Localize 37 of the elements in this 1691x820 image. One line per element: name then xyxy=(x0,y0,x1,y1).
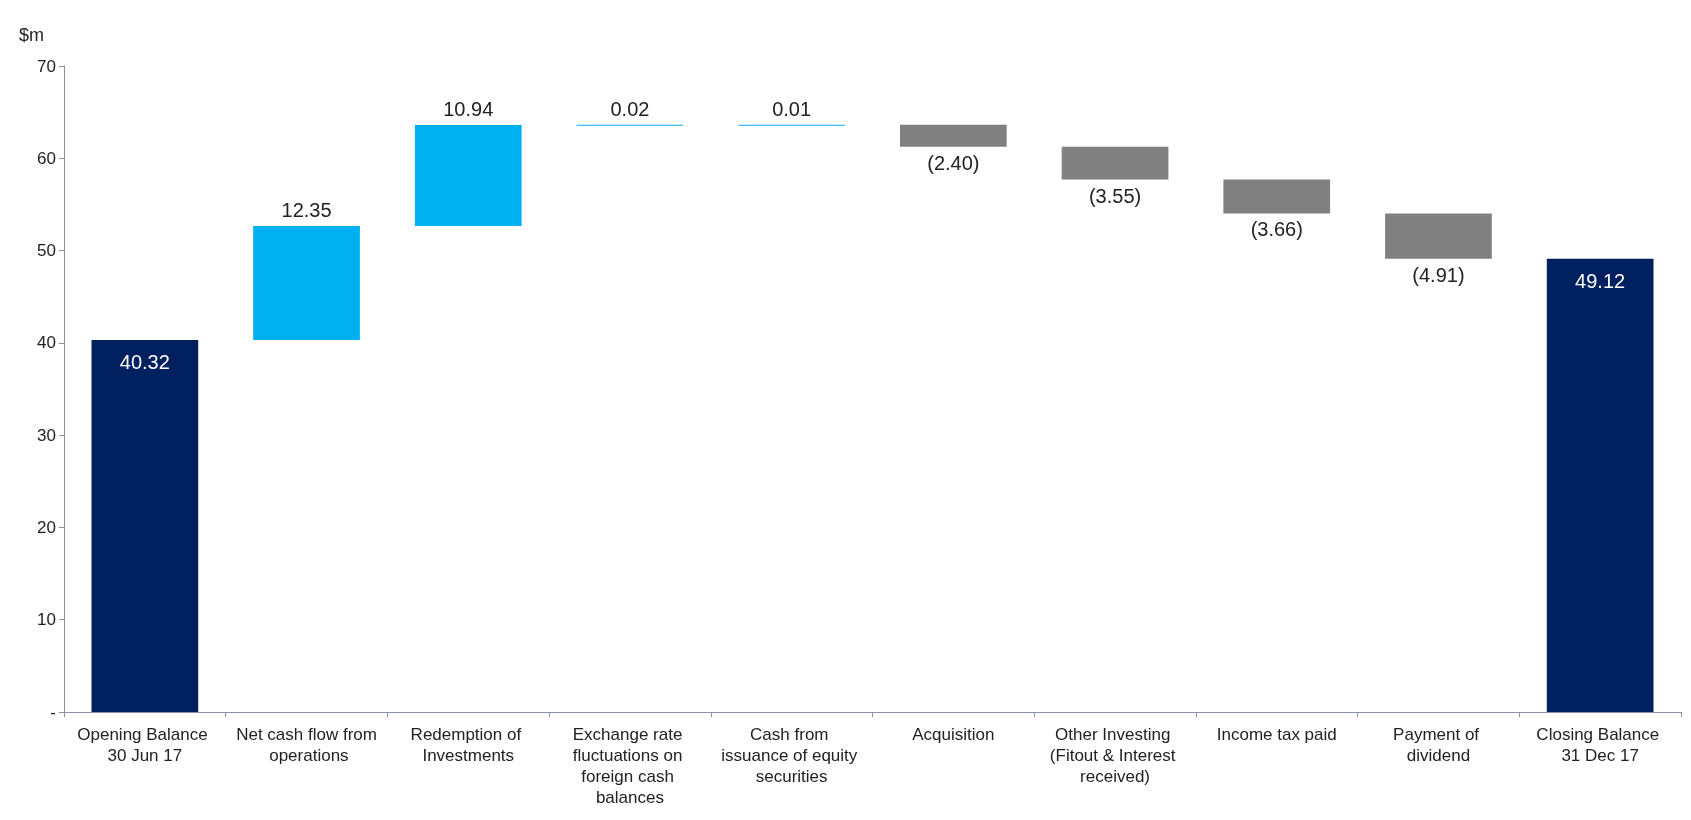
y-axis-title: $m xyxy=(18,25,44,45)
bar xyxy=(91,339,199,712)
data-label: (4.91) xyxy=(1412,263,1465,286)
y-tick-label: - xyxy=(50,702,56,722)
y-tick-label: 70 xyxy=(37,56,56,76)
x-tick-label: Other Investing (Fitout & Interest received) xyxy=(1049,725,1181,786)
data-label: 0.02 xyxy=(610,97,650,120)
y-tick-label: 10 xyxy=(37,610,56,630)
x-tick-label: Redemption of Investments xyxy=(410,725,526,765)
y-tick-label: 30 xyxy=(37,425,56,445)
x-tick-label: Opening Balance 30 Jun 17 xyxy=(77,725,213,765)
bar xyxy=(253,225,360,340)
data-label: 40.32 xyxy=(119,350,170,373)
y-tick-label: 20 xyxy=(37,517,56,537)
data-label: 0.01 xyxy=(772,97,812,120)
y-tick-label: 40 xyxy=(37,333,56,353)
data-label: 49.12 xyxy=(1575,269,1626,292)
x-tick-label: Closing Balance 31 Dec 17 xyxy=(1536,725,1664,765)
x-tick-label: Exchange rate fluctuations on foreign cash balances xyxy=(572,725,688,807)
data-label: (3.55) xyxy=(1088,184,1142,207)
y-tick-label: 50 xyxy=(37,241,56,261)
bar xyxy=(1061,146,1169,180)
data-label: 10.94 xyxy=(443,97,494,120)
x-tick-label: Cash from issuance of equity securities xyxy=(721,725,863,786)
data-label: 12.35 xyxy=(281,198,332,221)
x-tick-label: Net cash flow from operations xyxy=(236,725,377,765)
bar xyxy=(414,124,522,226)
data-label: (2.40) xyxy=(927,151,980,174)
bar xyxy=(1546,258,1654,712)
bar xyxy=(1223,179,1331,214)
bar xyxy=(899,124,1007,147)
x-tick-label: Acquisition xyxy=(912,725,995,744)
x-tick-label: Income tax paid xyxy=(1216,725,1337,744)
data-label: (3.66) xyxy=(1250,218,1303,241)
x-tick-label: Payment of dividend xyxy=(1393,725,1484,765)
y-tick-label: 60 xyxy=(37,148,56,168)
bar xyxy=(1385,213,1492,259)
